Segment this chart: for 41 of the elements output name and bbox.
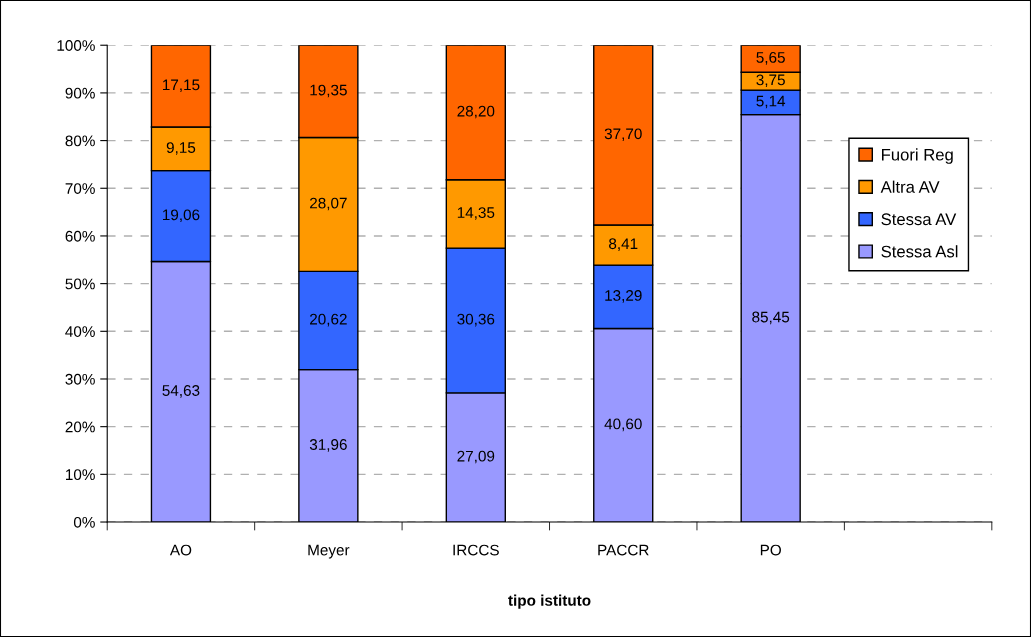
data-label: 3,75 (756, 74, 785, 88)
y-tick-label: 20% (65, 421, 95, 433)
data-label: 28,20 (457, 105, 495, 119)
y-tick-label: 70% (65, 183, 95, 194)
data-label: 54,63 (162, 385, 200, 398)
data-label: 28,07 (310, 197, 347, 211)
y-tick-label: 90% (65, 87, 95, 99)
y-tick-label: 0% (73, 516, 95, 528)
y-tick-label: 60% (65, 230, 95, 242)
x-tick-label: PACCR (598, 544, 649, 556)
x-tick-label: AO (169, 544, 192, 556)
x-axis-title: tipo istituto (508, 594, 591, 609)
x-tick-label: Meyer (308, 544, 350, 559)
data-label: 31,96 (309, 439, 347, 452)
x-tick-label: IRCCS (453, 544, 499, 556)
data-label: 27,09 (457, 450, 495, 464)
data-label: 5,14 (756, 95, 786, 109)
data-label: 17,15 (162, 79, 200, 93)
data-label: 19,06 (162, 209, 200, 223)
data-label: 20,62 (310, 313, 347, 327)
legend-label: Stessa AV (881, 213, 957, 226)
data-label: 13,29 (605, 290, 642, 303)
data-label: 14,35 (457, 207, 495, 220)
y-tick-label: 40% (65, 326, 95, 337)
y-tick-label: 10% (66, 469, 95, 481)
data-label: 40,60 (604, 418, 642, 432)
y-tick-label: 100% (57, 40, 95, 51)
data-label: 9,15 (166, 142, 196, 155)
x-tick-label: PO (760, 544, 781, 556)
legend-label: Altra AV (880, 180, 940, 193)
legend-label: Fuori Reg (882, 148, 953, 164)
data-label: 5,65 (756, 52, 785, 65)
y-tick-label: 30% (65, 373, 95, 385)
data-label: 8,41 (609, 238, 638, 251)
data-label: 85,45 (752, 311, 790, 325)
legend-label: Stessa Asl (881, 245, 958, 258)
data-label: 19,35 (310, 84, 347, 98)
data-label: 30,36 (457, 313, 495, 327)
y-tick-label: 80% (65, 135, 95, 147)
y-tick-label: 50% (65, 278, 95, 290)
data-label: 37,70 (604, 128, 642, 142)
